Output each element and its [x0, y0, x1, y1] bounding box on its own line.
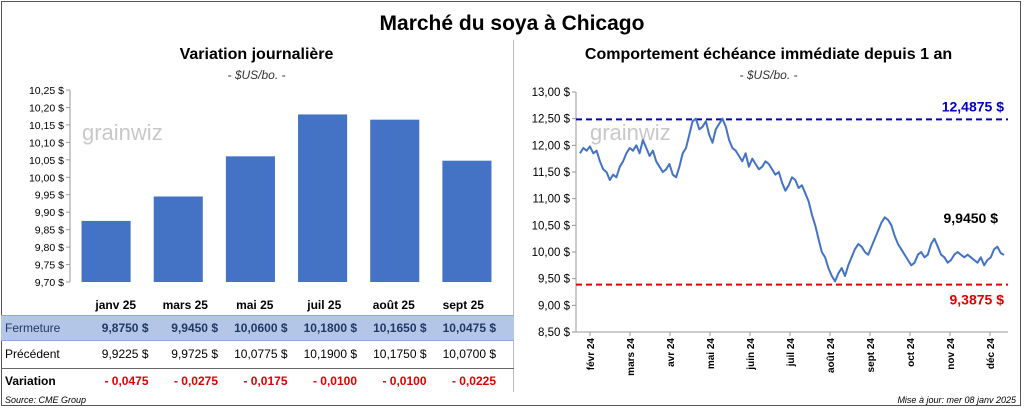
main-title: Marché du soya à Chicago: [379, 12, 645, 35]
table-row-variation: Variation - 0,0475 - 0,0275 - 0,0175 - 0…: [1, 368, 514, 393]
y-tick-label: 10,00 $: [29, 172, 64, 184]
variation-cell: - 0,0100: [312, 374, 357, 388]
y-tick-label: 10,00 $: [532, 247, 571, 259]
last-value-label: 9,9450 $: [944, 210, 999, 226]
low-value-label: 9,3875 $: [950, 292, 1005, 308]
y-tick-label: 13,00 $: [532, 87, 571, 99]
table-header: sept 25: [442, 298, 484, 312]
variation-cell: - 0,0225: [451, 374, 496, 388]
precedent-cell: 9,9225 $: [101, 347, 149, 361]
x-tick-label: avr 24: [666, 338, 677, 367]
y-tick-label: 11,50 $: [532, 167, 570, 179]
y-tick-label: 10,25 $: [29, 85, 64, 97]
y-tick-label: 12,50 $: [532, 114, 571, 126]
bar: [370, 119, 420, 282]
y-tick-label: 10,20 $: [29, 102, 64, 114]
source-note: Source: CME Group: [5, 395, 87, 405]
bar: [225, 156, 275, 282]
fermeture-cell: 9,8750 $: [101, 321, 149, 335]
table-header: janv 25: [95, 298, 137, 312]
right-chart-title: Comportement échéance immédiate depuis 1…: [584, 46, 953, 63]
bar-chart: 9,70 $ 9,75 $ 9,80 $ 9,85 $ 9,90 $ 9,95 $ 10,0…: [29, 85, 492, 289]
table-header: juil 25: [307, 298, 342, 312]
x-tick-label: nov 24: [946, 338, 957, 370]
row-label-precedent: Précédent: [5, 347, 60, 361]
x-tick-label: août 24: [826, 338, 837, 373]
x-tick-label: mars 24: [626, 338, 637, 376]
y-tick-label: 12,00 $: [532, 140, 571, 152]
variation-cell: - 0,0175: [243, 374, 288, 388]
left-chart-title: Variation journalière: [179, 46, 334, 63]
fermeture-cell: 10,1650 $: [373, 321, 427, 335]
high-value-label: 12,4875 $: [942, 98, 1004, 114]
y-tick-label: 9,95 $: [35, 190, 64, 202]
bar: [298, 114, 348, 282]
y-tick-label: 9,90 $: [35, 207, 64, 219]
precedent-cell: 9,9725 $: [171, 347, 218, 361]
price-series-line: [579, 117, 1005, 283]
table-header: mars 25: [162, 298, 208, 312]
precedent-cell: 10,0700 $: [442, 347, 496, 361]
y-tick-label: 10,50 $: [532, 220, 571, 232]
y-tick-label: 9,50 $: [538, 274, 571, 286]
precedent-cell: 10,0775 $: [234, 347, 288, 361]
bar: [81, 220, 131, 282]
x-tick-label: juil 24: [786, 338, 797, 368]
y-tick-label: 10,15 $: [29, 120, 64, 132]
variation-cell: - 0,0100: [382, 374, 427, 388]
x-tick-label: mai 24: [706, 338, 717, 370]
left-chart-unit: - $US/bo. -: [227, 68, 286, 82]
y-tick-label: 10,10 $: [29, 137, 64, 149]
y-tick-label: 9,85 $: [35, 225, 64, 237]
y-tick-label: 9,00 $: [538, 300, 571, 312]
precedent-cell: 10,1900 $: [303, 347, 357, 361]
y-tick-label: 11,00 $: [532, 194, 570, 206]
table-row-fermeture: Fermeture 9,8750 $ 9,9450 $ 10,0600 $ 10…: [1, 315, 514, 341]
fermeture-cell: 10,0600 $: [234, 321, 288, 335]
table-row-precedent: Précédent 9,9225 $ 9,9725 $ 10,0775 $ 10…: [1, 342, 514, 366]
variation-cell: - 0,0475: [104, 374, 149, 388]
y-tick-label: 9,80 $: [35, 242, 64, 254]
row-label-variation: Variation: [5, 374, 56, 388]
watermark-logo: grainwiz: [590, 120, 671, 145]
watermark-logo: grainwiz: [82, 120, 163, 145]
right-chart-unit: - $US/bo. -: [739, 68, 798, 82]
precedent-cell: 10,1750 $: [373, 347, 427, 361]
x-tick-label: déc 24: [986, 338, 997, 370]
x-tick-label: sept 24: [866, 338, 877, 373]
fermeture-cell: 9,9450 $: [171, 321, 218, 335]
update-note: Mise à jour: mer 08 janv 2025: [897, 395, 1016, 405]
x-tick-label: juin 24: [746, 338, 757, 371]
bar: [442, 160, 492, 282]
fermeture-cell: 10,0475 $: [442, 321, 496, 335]
y-tick-label: 10,05 $: [29, 155, 64, 167]
table-header: mai 25: [236, 298, 274, 312]
fermeture-cell: 10,1800 $: [303, 321, 357, 335]
y-tick-label: 8,50 $: [538, 327, 571, 339]
y-tick-label: 9,75 $: [35, 260, 64, 272]
y-tick-label: 9,70 $: [35, 277, 64, 289]
x-tick-label: oct 24: [906, 338, 917, 367]
variation-cell: - 0,0275: [173, 374, 218, 388]
line-chart: 8,50 $ 9,00 $ 9,50 $ 10,00 $ 10,50 $ 11,00 $ 1…: [532, 87, 1008, 376]
table-header-row: janv 25 mars 25 mai 25 juil 25 août 25 s…: [1, 293, 514, 317]
x-tick-label: févr 24: [586, 338, 597, 371]
panel-divider: [513, 40, 514, 392]
row-label-fermeture: Fermeture: [5, 321, 61, 335]
bar: [153, 196, 203, 282]
table-header: août 25: [372, 298, 415, 312]
